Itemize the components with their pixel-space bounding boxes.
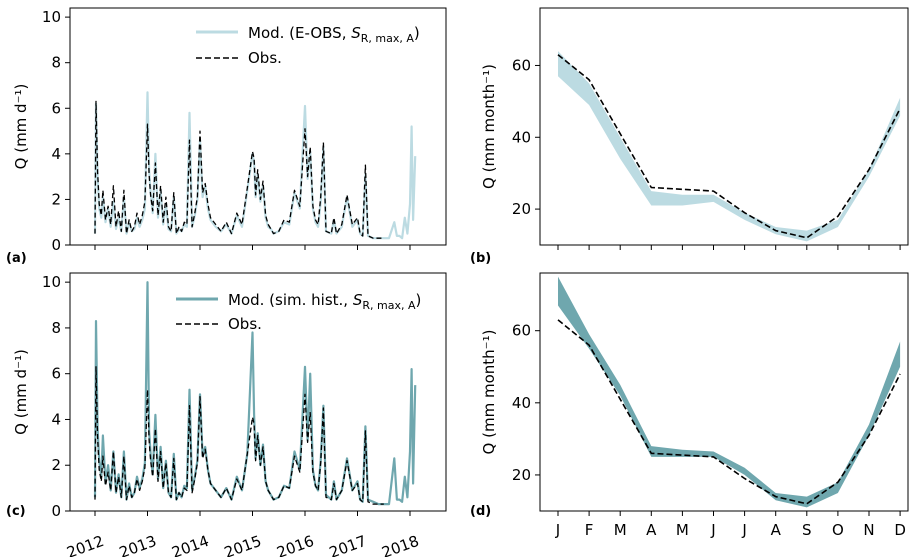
y-tick-label: 6: [51, 365, 61, 383]
x-tick-label: 2014: [169, 532, 211, 557]
panel-label-a: (a): [6, 251, 27, 266]
y-tick-label: 4: [51, 410, 61, 428]
y-tick-label: 60: [512, 322, 531, 340]
y-tick-label: 8: [51, 319, 61, 337]
y-tick-label: 20: [512, 200, 531, 218]
y-axis-label: Q (mm d⁻¹): [12, 349, 30, 435]
obs-series-line: [94, 100, 384, 239]
x-tick-label: 2016: [274, 532, 316, 557]
axes-frame: [69, 7, 447, 246]
y-tick-label: 10: [42, 273, 61, 291]
y-tick-label: 0: [51, 502, 61, 520]
y-tick-label: 4: [51, 145, 61, 163]
x-tick-label: J: [555, 521, 560, 539]
x-tick-label: F: [585, 521, 594, 539]
legend-a-obs-label: Obs.: [248, 49, 282, 67]
legend-c-obs-label: Obs.: [228, 315, 262, 333]
mod-series-band: [558, 276, 901, 508]
y-axis-label: Q (mm month⁻¹): [480, 64, 498, 189]
y-tick-label: 10: [42, 8, 61, 26]
x-tick-label: 2017: [327, 532, 369, 557]
x-tick-label: J: [710, 521, 715, 539]
y-axis-label: Q (mm month⁻¹): [480, 330, 498, 455]
x-tick-label: 2018: [379, 532, 421, 557]
x-tick-label: 2015: [222, 532, 264, 557]
x-tick-label: A: [771, 521, 782, 539]
panel-label-c: (c): [6, 504, 26, 519]
panel-b: 20 40 60 Q (mm month⁻¹): [480, 7, 909, 250]
panel-label-b: (b): [470, 251, 491, 266]
y-tick-label: 2: [51, 190, 61, 208]
panel-label-d: (d): [470, 504, 491, 519]
axes-frame: [69, 272, 447, 512]
x-tick-label: D: [894, 521, 906, 539]
legend-c: Mod. (sim. hist., SR, max, A) Obs.: [176, 291, 421, 333]
panel-a: 0 2 4 6 8 10 Q (mm d⁻¹): [12, 7, 447, 254]
obs-series-line: [557, 319, 901, 505]
legend-c-mod-label: Mod. (sim. hist., SR, max, A): [228, 291, 421, 312]
x-tick-label: O: [832, 521, 844, 539]
y-tick-label: 2: [51, 456, 61, 474]
y-tick-label: 40: [512, 128, 531, 146]
y-tick-label: 60: [512, 56, 531, 74]
x-tick-label: J: [741, 521, 746, 539]
legend-a: Mod. (E-OBS, SR, max, A) Obs.: [196, 24, 420, 67]
axes-frame: [539, 272, 909, 512]
y-axis-label: Q (mm d⁻¹): [12, 84, 30, 170]
legend-a-mod-label: Mod. (E-OBS, SR, max, A): [248, 24, 420, 45]
y-tick-label: 20: [512, 466, 531, 484]
panel-d: 20 40 60 Q (mm month⁻¹) J F M A M J J A S O N D: [480, 272, 909, 539]
mod-series-band: [558, 51, 901, 242]
axes-frame: [539, 7, 909, 246]
y-tick-label: 8: [51, 54, 61, 72]
y-tick-label: 0: [51, 236, 61, 254]
x-tick-label: S: [802, 521, 812, 539]
x-tick-label: 2013: [117, 532, 159, 557]
x-tick-label: 2012: [64, 532, 106, 557]
x-tick-label: A: [646, 521, 657, 539]
x-tick-label: M: [676, 521, 689, 539]
x-tick-label: N: [863, 521, 874, 539]
y-tick-label: 40: [512, 394, 531, 412]
obs-series-line: [94, 366, 384, 505]
y-tick-label: 6: [51, 99, 61, 117]
x-tick-label: M: [614, 521, 627, 539]
obs-series-line: [557, 54, 901, 239]
